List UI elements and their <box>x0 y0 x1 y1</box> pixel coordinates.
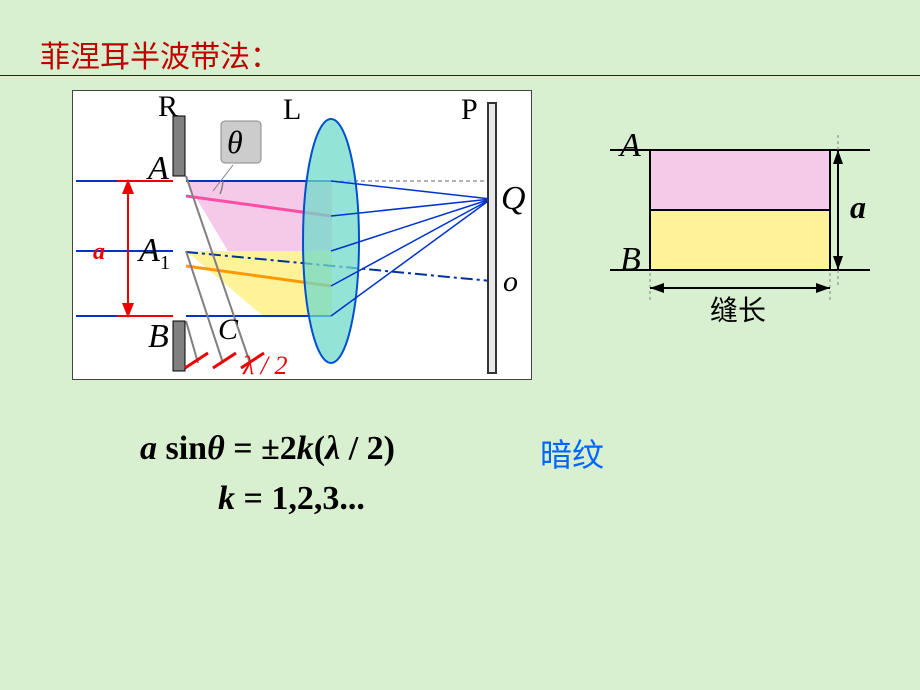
screen <box>488 103 496 373</box>
slit-length-label: 缝长 <box>710 295 766 327</box>
slit-bot <box>173 321 185 371</box>
r-len-arr-l <box>650 283 664 293</box>
r-label-A: A <box>618 130 641 164</box>
label-C: C <box>218 313 239 346</box>
label-L: L <box>283 93 301 126</box>
r-len-arr-r <box>816 283 830 293</box>
wavefront-B <box>186 321 198 363</box>
slit-top <box>173 116 185 176</box>
zone-B <box>650 210 830 270</box>
right-diagram: a 缝长 A B <box>590 130 880 330</box>
theta-label: θ <box>227 124 243 160</box>
r-a-label: a <box>850 189 866 225</box>
label-Q: Q <box>501 180 526 217</box>
zone-A <box>650 150 830 210</box>
dark-fringe-label: 暗纹 <box>540 430 604 476</box>
left-diagram: θ a λ / 2 R L P A A 1 B C Q <box>72 90 532 380</box>
label-R: R <box>158 91 178 123</box>
equation-k: k = 1,2,3... <box>218 480 365 518</box>
label-P: P <box>461 93 478 126</box>
horizontal-rule <box>0 75 920 76</box>
a-label: a <box>93 239 105 265</box>
label-o: o <box>503 265 518 298</box>
r-a-arr-dn <box>833 256 843 270</box>
equation-dark-fringe: a sinθ = ±2k(λ / 2) <box>140 430 395 468</box>
lambda-half-label: λ / 2 <box>242 351 287 380</box>
label-A1: A <box>137 232 160 269</box>
r-a-arr-up <box>833 150 843 164</box>
label-A1-sub: 1 <box>160 252 170 274</box>
page-title: 菲涅耳半波带法： <box>40 32 280 76</box>
r-label-B: B <box>620 241 641 278</box>
label-B: B <box>148 318 169 355</box>
label-A: A <box>146 150 169 187</box>
lens <box>303 119 359 363</box>
l2-mark2 <box>213 353 236 368</box>
